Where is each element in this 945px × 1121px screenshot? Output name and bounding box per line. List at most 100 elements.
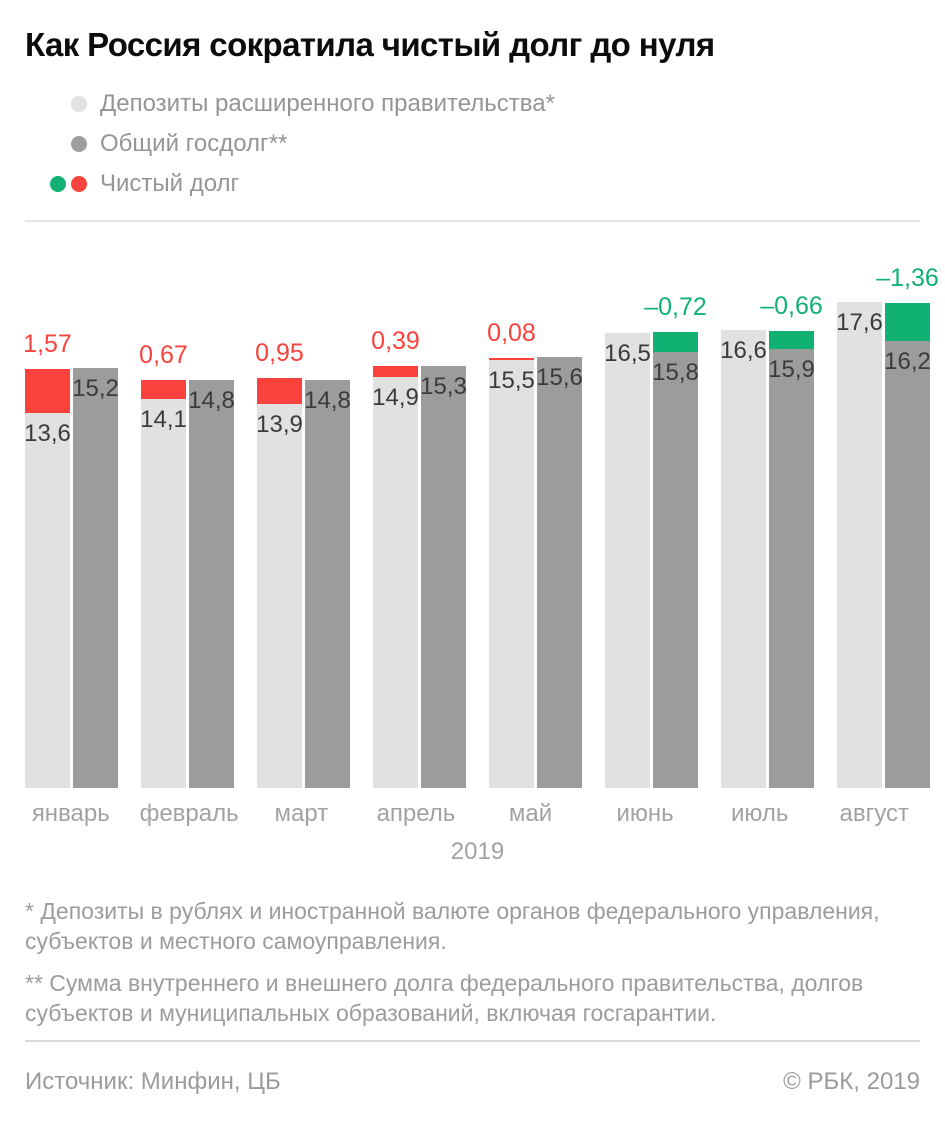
debt-segment: 14,8 [188, 379, 235, 788]
legend-dot [50, 176, 66, 192]
month-label: май [508, 800, 553, 827]
deposits-bar: 0,67 14,1 [139, 341, 188, 788]
debt-value-label: 16,2 [884, 347, 931, 375]
deposits-value-label: 13,9 [256, 411, 303, 439]
deposits-value-label: 13,6 [24, 419, 71, 447]
bar-group: 1,57 13,6 15,2 [23, 330, 119, 788]
deposits-value-label: 15,5 [488, 367, 535, 395]
net-debt-segment [885, 303, 930, 341]
deposits-bar: 16,6 [720, 329, 767, 788]
debt-bar: –0,66 15,9 [760, 292, 823, 788]
debt-segment: 15,2 [72, 368, 119, 788]
debt-segment: 15,6 [536, 357, 583, 788]
deposits-value-label: 14,9 [372, 383, 419, 411]
deposits-segment: 14,1 [140, 398, 187, 788]
deposits-bar: 0,08 15,5 [487, 319, 536, 788]
deposits-value-label: 14,1 [140, 405, 187, 433]
debt-segment: 14,8 [304, 379, 351, 788]
debt-value-label: 15,8 [652, 358, 699, 386]
deposits-segment: 16,5 [604, 332, 651, 788]
infographic-page: Как Россия сократила чистый долг до нуля… [23, 26, 939, 1096]
month-label: апрель [376, 800, 456, 827]
net-debt-segment [769, 330, 814, 350]
deposits-segment: 16,6 [720, 329, 767, 788]
debt-value-label: 15,6 [536, 364, 583, 392]
legend-dot [71, 136, 87, 152]
net-debt-segment [25, 369, 70, 413]
legend-dot [71, 176, 87, 192]
x-axis-month-labels: январь февраль март апрель май июнь июль август [25, 800, 920, 828]
bar-group: 16,5 –0,72 15,8 [604, 293, 707, 788]
bar-group: 16,6 –0,66 15,9 [720, 292, 823, 788]
month-label: июнь [616, 800, 674, 827]
deposits-bar: 17,6 [836, 302, 883, 788]
legend-item-net-debt: Чистый долг [25, 164, 920, 204]
month-label: март [274, 800, 329, 827]
source-label: Источник: Минфин, ЦБ [25, 1068, 281, 1095]
legend-item-label: Чистый долг [100, 170, 240, 197]
month-label: август [839, 800, 910, 827]
bottom-divider [25, 1040, 920, 1042]
bar-group: 0,39 14,9 15,3 [371, 327, 467, 788]
legend-dot-group [25, 176, 87, 192]
net-debt-label: –0,72 [644, 293, 707, 322]
bar-group: 0,67 14,1 14,8 [139, 341, 235, 788]
footnote-debt: ** Сумма внутреннего и внешнего долга фе… [25, 970, 864, 1026]
deposits-segment: 13,6 [24, 412, 71, 788]
bar-group: 17,6 –1,36 16,2 [836, 264, 939, 788]
footnotes: * Депозиты в рублях и иностранной валюте… [25, 896, 920, 1028]
chart-top-divider [25, 220, 920, 222]
month-label: июль [730, 800, 789, 827]
deposits-value-label: 16,5 [604, 339, 651, 367]
deposits-bar: 0,39 14,9 [371, 327, 420, 788]
debt-segment: 16,2 [884, 340, 931, 788]
legend-item-label: Общий госдолг** [100, 130, 288, 157]
net-debt-segment [257, 378, 302, 405]
net-debt-label: 0,67 [139, 341, 188, 370]
bar-group: 0,95 13,9 14,8 [255, 339, 351, 788]
deposits-bar: 1,57 13,6 [23, 330, 72, 788]
net-debt-label: 0,39 [371, 327, 420, 356]
deposits-segment: 14,9 [372, 376, 419, 788]
debt-bar: –0,72 15,8 [644, 293, 707, 788]
debt-bar: 15,2 [72, 368, 119, 788]
debt-bar: 15,3 [420, 365, 467, 788]
copyright-label: © РБК, 2019 [783, 1068, 920, 1095]
net-debt-label: 0,95 [255, 339, 304, 368]
bar-chart-plot: 1,57 13,6 15,2 0,67 14,1 14,8 0,95 13,9 14,8 0,39… [23, 222, 939, 788]
debt-segment: 15,9 [768, 349, 815, 788]
debt-segment: 15,3 [420, 365, 467, 788]
source-row: Источник: Минфин, ЦБ © РБК, 2019 [25, 1068, 920, 1096]
deposits-segment: 17,6 [836, 302, 883, 788]
deposits-bar: 0,95 13,9 [255, 339, 304, 788]
legend-dot-group [25, 136, 87, 152]
legend-item-total-debt: Общий госдолг** [25, 124, 920, 164]
debt-bar: 14,8 [188, 379, 235, 788]
debt-bar: –1,36 16,2 [876, 264, 939, 788]
net-debt-segment [373, 366, 418, 377]
footnote-deposits: * Депозиты в рублях и иностранной валюте… [25, 898, 880, 954]
deposits-segment: 15,5 [488, 360, 535, 788]
legend-dot [71, 96, 87, 112]
legend-dot-group [25, 96, 87, 112]
bar-group: 0,08 15,5 15,6 [487, 319, 583, 788]
legend: Депозиты расширенного правительства* Общ… [25, 84, 920, 204]
debt-bar: 15,6 [536, 357, 583, 788]
net-debt-segment [489, 358, 534, 361]
debt-value-label: 15,2 [72, 375, 119, 403]
x-axis-year-label: 2019 [450, 838, 505, 865]
net-debt-segment [653, 332, 698, 352]
deposits-value-label: 16,6 [720, 336, 767, 364]
legend-item-deposits: Депозиты расширенного правительства* [25, 84, 920, 124]
month-label: январь [31, 800, 110, 827]
debt-value-label: 15,9 [768, 356, 815, 384]
net-debt-label: 0,08 [487, 319, 536, 347]
deposits-value-label: 17,6 [836, 309, 883, 337]
legend-item-label: Депозиты расширенного правительства* [100, 90, 555, 117]
deposits-segment: 13,9 [256, 404, 303, 788]
debt-value-label: 14,8 [304, 386, 351, 414]
debt-segment: 15,8 [652, 351, 699, 788]
deposits-bar: 16,5 [604, 332, 651, 788]
net-debt-segment [141, 380, 186, 399]
net-debt-label: –0,66 [760, 291, 823, 320]
